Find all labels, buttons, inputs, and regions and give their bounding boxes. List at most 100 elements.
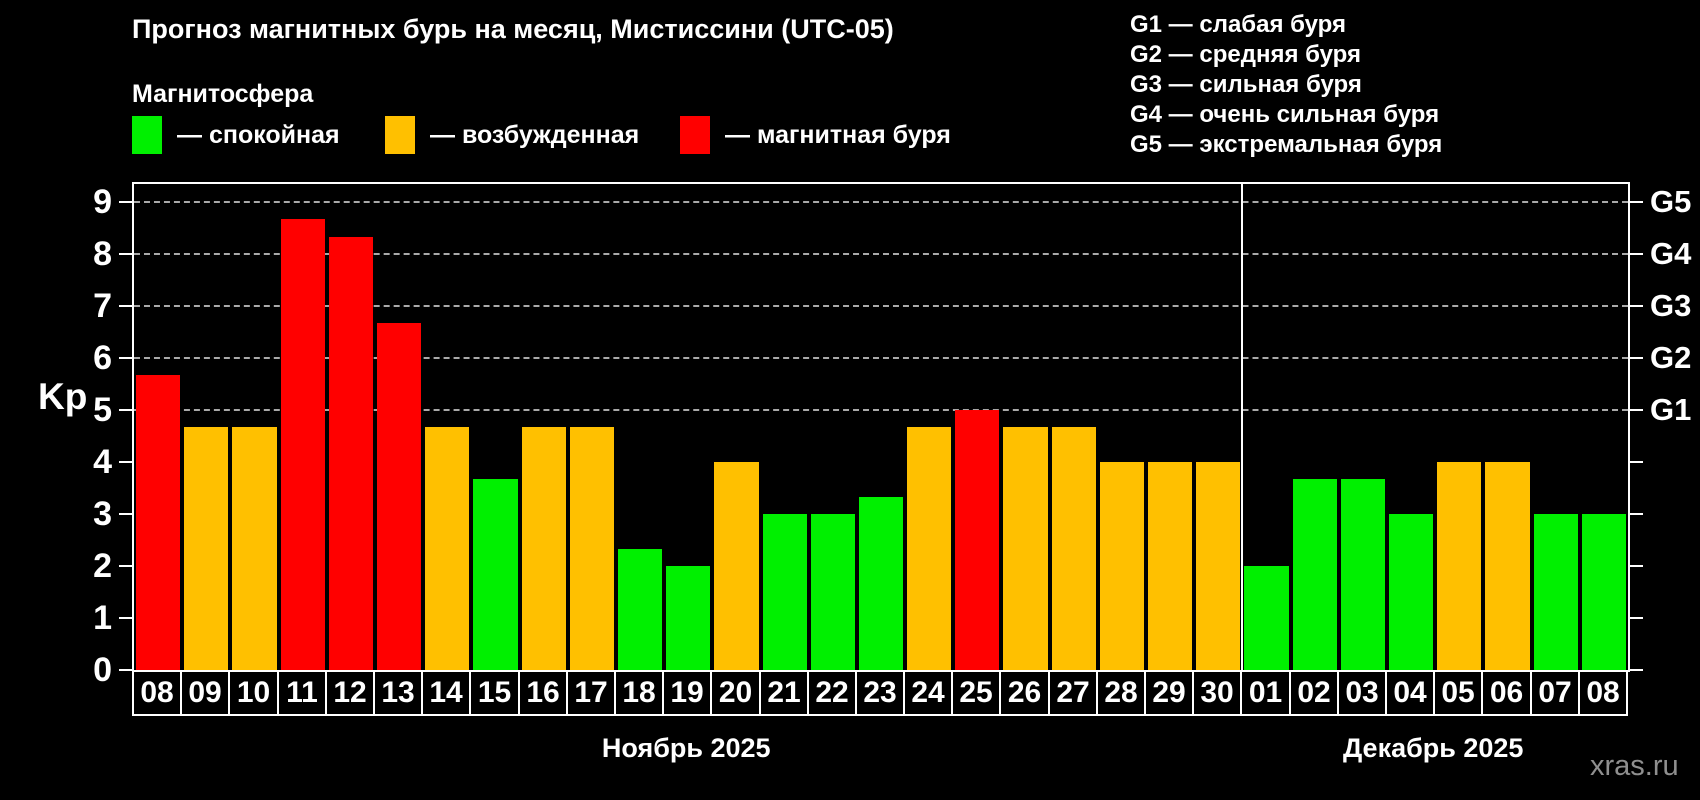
y-tick-right-1 (1630, 617, 1643, 620)
y-tick-right-4 (1630, 461, 1643, 464)
y-tick-right-6 (1630, 357, 1643, 360)
day-label-18: 18 (614, 670, 664, 716)
g-axis-label-g5: G5 (1650, 184, 1692, 220)
kp-bar-day-05 (1437, 462, 1482, 670)
y-tick-left-5 (119, 409, 132, 412)
day-label-02: 02 (1289, 670, 1339, 716)
day-label-03: 03 (1337, 670, 1387, 716)
legend-label-quiet: — спокойная (177, 120, 340, 149)
kp-bar-day-19 (666, 566, 711, 670)
day-label-08: 08 (132, 670, 182, 716)
y-tick-label-6: 6 (93, 339, 112, 378)
month-label-1: Декабрь 2025 (1342, 733, 1524, 763)
y-axis-label-kp: Kp (38, 376, 88, 417)
day-label-12: 12 (325, 670, 375, 716)
kp-bar-day-08 (1581, 514, 1626, 670)
kp-bar-day-03 (1340, 479, 1386, 670)
kp-bar-day-26 (1003, 427, 1048, 670)
kp-bar-day-11 (280, 219, 325, 670)
day-label-15: 15 (469, 670, 520, 716)
legend-label-storm: — магнитная буря (725, 120, 951, 149)
y-tick-label-3: 3 (93, 495, 112, 534)
y-tick-right-9 (1630, 201, 1643, 204)
g-axis-label-g3: G3 (1650, 288, 1692, 324)
g-axis-label-g2: G2 (1650, 340, 1692, 376)
kp-bar-day-13 (376, 323, 422, 670)
legend-item-storm: — магнитная буря (680, 116, 951, 154)
g-scale-line-g5: G5 — экстремальная буря (1130, 131, 1443, 158)
day-label-11: 11 (277, 670, 327, 716)
y-tick-label-2: 2 (93, 547, 112, 586)
day-label-26: 26 (999, 670, 1050, 716)
y-tick-left-7 (119, 305, 132, 308)
legend-item-quiet: — спокойная (132, 116, 340, 154)
day-label-16: 16 (518, 670, 568, 716)
y-tick-right-7 (1630, 305, 1643, 308)
kp-bar-day-10 (232, 427, 277, 670)
day-label-07: 07 (1530, 670, 1580, 716)
legend-label-excited: — возбужденная (430, 120, 640, 149)
month-separator-line (1241, 184, 1244, 670)
day-label-24: 24 (903, 670, 953, 716)
day-label-05: 05 (1433, 670, 1483, 716)
y-tick-right-5 (1630, 409, 1643, 412)
kp-bar-day-23 (858, 497, 904, 670)
page-title: Прогноз магнитных бурь на месяц, Мистисс… (132, 14, 894, 44)
gridline-kp5 (134, 409, 1628, 412)
month-label-0: Ноябрь 2025 (601, 733, 771, 763)
kp-bar-day-24 (907, 427, 952, 670)
kp-bar-day-09 (184, 427, 229, 670)
g-axis-label-g4: G4 (1650, 236, 1692, 272)
y-tick-left-0 (119, 669, 132, 671)
day-label-06: 06 (1481, 670, 1532, 716)
g-scale-line-g1: G1 — слабая буря (1130, 11, 1347, 38)
kp-bar-day-29 (1148, 462, 1193, 670)
day-label-14: 14 (421, 670, 471, 716)
quiet-color-swatch (132, 116, 162, 154)
day-label-27: 27 (1048, 670, 1098, 716)
kp-bar-day-02 (1292, 479, 1337, 670)
plot-area: 0 1 2 3 4 5 6 7 8 9 G1 G2 G3 G4 G5 (93, 182, 1691, 689)
y-tick-right-0 (1630, 669, 1643, 671)
kp-bar-day-07 (1533, 514, 1578, 670)
watermark-xras: xras.ru (1590, 750, 1679, 782)
y-tick-left-3 (119, 513, 132, 516)
y-tick-left-6 (119, 357, 132, 360)
y-tick-left-4 (119, 461, 132, 464)
day-label-17: 17 (566, 670, 616, 716)
kp-bar-day-25 (955, 410, 1000, 670)
kp-bar-day-21 (762, 514, 807, 670)
y-tick-left-9 (119, 201, 132, 204)
x-axis-day-row: 08 09 10 11 12 13 14 15 16 17 18 19 20 21 22 23 24 25 26 27… (132, 670, 1630, 716)
kp-bar-day-12 (328, 237, 373, 670)
kp-bar-day-01 (1244, 566, 1289, 670)
g-axis-label-g1: G1 (1650, 392, 1692, 428)
kp-bar-day-28 (1099, 462, 1145, 670)
day-label-22: 22 (807, 670, 857, 716)
y-tick-label-5: 5 (93, 391, 112, 430)
y-tick-label-4: 4 (93, 443, 112, 482)
y-tick-left-2 (119, 565, 132, 568)
day-label-08: 08 (1578, 670, 1628, 716)
day-label-09: 09 (180, 670, 230, 716)
kp-bar-day-16 (521, 427, 566, 670)
magnetosphere-subtitle: Магнитосфера (132, 80, 314, 108)
kp-bar-day-14 (425, 427, 470, 670)
day-label-20: 20 (710, 670, 761, 716)
gridline-kp6 (134, 357, 1628, 360)
y-tick-label-1: 1 (93, 599, 112, 638)
y-tick-right-8 (1630, 253, 1643, 256)
y-tick-left-1 (119, 617, 132, 620)
day-label-29: 29 (1144, 670, 1194, 716)
y-tick-right-2 (1630, 565, 1643, 568)
y-tick-label-0: 0 (93, 651, 112, 689)
day-label-25: 25 (951, 670, 1001, 716)
kp-bar-day-20 (714, 462, 759, 670)
day-label-10: 10 (228, 670, 279, 716)
day-label-04: 04 (1385, 670, 1435, 716)
day-label-23: 23 (855, 670, 905, 716)
kp-bar-day-17 (569, 427, 614, 670)
excited-color-swatch (385, 116, 415, 154)
kp-bar-day-08 (136, 375, 181, 670)
kp-bar-day-27 (1051, 427, 1096, 670)
